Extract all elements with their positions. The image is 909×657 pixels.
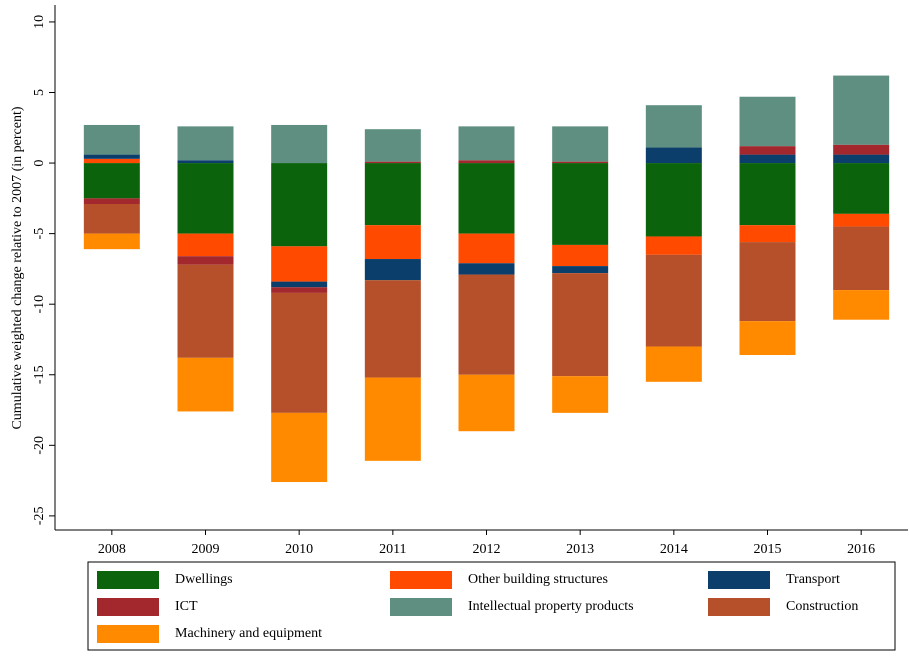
- bar-segment: [177, 357, 234, 412]
- bar-segment: [177, 126, 234, 161]
- y-tick-label: -25: [32, 507, 47, 526]
- bar-segment: [833, 213, 890, 227]
- bar-segment: [458, 374, 515, 432]
- bar-segment: [83, 154, 140, 159]
- bar-segment: [83, 158, 140, 164]
- bar-segment: [271, 292, 328, 413]
- x-tick-label: 2013: [566, 542, 594, 557]
- bar-segment: [177, 256, 234, 265]
- y-axis-label: Cumulative weighted change relative to 2…: [10, 106, 25, 429]
- bar-segment: [271, 412, 328, 483]
- bar-segment: [833, 290, 890, 320]
- bar-segment: [552, 376, 609, 413]
- bar-segment: [271, 163, 328, 247]
- bar-segment: [271, 124, 328, 164]
- x-tick-label: 2012: [473, 542, 501, 557]
- legend-box: [87, 561, 896, 651]
- bar-segment: [739, 154, 796, 164]
- bar-segment: [271, 246, 328, 282]
- x-tick-label: 2016: [847, 542, 875, 557]
- bar-segment: [552, 161, 609, 164]
- bar-segment: [177, 163, 234, 234]
- bar-segment: [645, 236, 702, 255]
- bar-segment: [83, 163, 140, 199]
- bar-segment: [364, 163, 421, 226]
- bar-segment: [552, 266, 609, 274]
- bar-segment: [552, 126, 609, 162]
- y-tick-label: 0: [32, 160, 47, 167]
- bar-segment: [739, 146, 796, 155]
- bar-segment: [83, 124, 140, 155]
- bar-segment: [271, 281, 328, 288]
- legend-label: Machinery and equipment: [175, 626, 322, 641]
- bar-segment: [364, 259, 421, 281]
- x-tick-label: 2009: [192, 542, 220, 557]
- legend-swatch: [708, 571, 770, 589]
- bar-segment: [645, 163, 702, 237]
- bar-segment: [833, 144, 890, 155]
- legend-label: Dwellings: [175, 572, 233, 587]
- legend-swatch: [97, 598, 159, 616]
- bar-segment: [739, 225, 796, 243]
- legend-swatch: [708, 598, 770, 616]
- bar-segment: [739, 321, 796, 355]
- bar-segment: [364, 225, 421, 260]
- y-tick-label: -20: [32, 436, 47, 455]
- bar-segment: [458, 126, 515, 161]
- y-tick-label: 10: [32, 15, 47, 29]
- bar-segment: [833, 226, 890, 291]
- bar-segment: [645, 346, 702, 382]
- bar-segment: [552, 244, 609, 267]
- bar-segment: [458, 263, 515, 275]
- legend-label: Transport: [786, 572, 840, 587]
- x-tick-label: 2010: [285, 542, 313, 557]
- bar-segment: [739, 242, 796, 322]
- legend-swatch: [97, 625, 159, 643]
- bar-segment: [833, 163, 890, 214]
- bar-segment: [177, 160, 234, 164]
- bar-segment: [271, 287, 328, 293]
- y-tick-label: -5: [32, 228, 47, 240]
- legend-swatch: [97, 571, 159, 589]
- bar-segment: [83, 203, 140, 234]
- bar-segment: [552, 273, 609, 377]
- bar-segment: [364, 161, 421, 164]
- x-tick-label: 2011: [379, 542, 406, 557]
- legend-label: Other building structures: [468, 572, 608, 587]
- legend-label: ICT: [175, 599, 198, 614]
- bar-segment: [364, 377, 421, 461]
- bar-segment: [645, 254, 702, 347]
- legend-swatch: [390, 598, 452, 616]
- x-tick-label: 2015: [754, 542, 782, 557]
- bar-segment: [833, 75, 890, 145]
- bar-segment: [177, 264, 234, 358]
- bar-segment: [458, 163, 515, 234]
- bar-segment: [83, 233, 140, 250]
- legend-label: Intellectual property products: [468, 599, 634, 614]
- bar-segment: [364, 280, 421, 378]
- bar-segment: [552, 163, 609, 245]
- y-tick-label: 5: [32, 89, 47, 96]
- bar-segment: [177, 233, 234, 257]
- bar-segment: [739, 163, 796, 226]
- legend-swatch: [390, 571, 452, 589]
- x-tick-label: 2014: [660, 542, 688, 557]
- bar-segment: [645, 147, 702, 164]
- legend-label: Construction: [786, 599, 858, 614]
- bar-segment: [833, 154, 890, 164]
- bar-segment: [739, 96, 796, 147]
- x-tick-label: 2008: [98, 542, 126, 557]
- bar-segment: [83, 198, 140, 204]
- bar-segment: [364, 129, 421, 162]
- bar-segment: [458, 160, 515, 164]
- bar-segment: [645, 105, 702, 148]
- y-tick-label: -15: [32, 365, 47, 384]
- bar-segment: [458, 274, 515, 375]
- y-tick-label: -10: [32, 295, 47, 314]
- bar-segment: [458, 233, 515, 264]
